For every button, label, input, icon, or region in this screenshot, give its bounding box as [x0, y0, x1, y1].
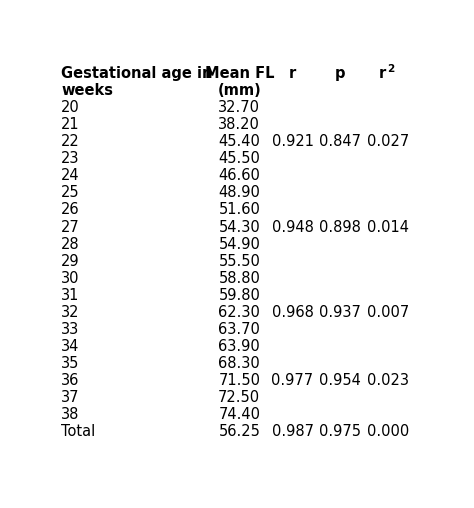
Text: 71.50: 71.50 [218, 373, 260, 388]
Text: 0.987: 0.987 [272, 424, 313, 439]
Text: 0.954: 0.954 [319, 373, 361, 388]
Text: 54.30: 54.30 [219, 219, 260, 235]
Text: 0.007: 0.007 [367, 305, 409, 320]
Text: 20: 20 [61, 100, 80, 115]
Text: 36: 36 [61, 373, 80, 388]
Text: 2: 2 [387, 64, 394, 74]
Text: (mm): (mm) [218, 83, 261, 98]
Text: 51.60: 51.60 [219, 203, 260, 217]
Text: 24: 24 [61, 168, 80, 183]
Text: 32: 32 [61, 305, 80, 320]
Text: 63.90: 63.90 [219, 339, 260, 354]
Text: 0.937: 0.937 [319, 305, 361, 320]
Text: p: p [335, 66, 346, 81]
Text: 34: 34 [61, 339, 80, 354]
Text: 0.977: 0.977 [272, 373, 314, 388]
Text: 37: 37 [61, 390, 80, 405]
Text: 0.014: 0.014 [367, 219, 409, 235]
Text: 0.948: 0.948 [272, 219, 313, 235]
Text: 33: 33 [61, 322, 79, 337]
Text: 56.25: 56.25 [219, 424, 260, 439]
Text: 0.968: 0.968 [272, 305, 313, 320]
Text: 0.027: 0.027 [367, 134, 409, 149]
Text: Gestational age in: Gestational age in [61, 66, 212, 81]
Text: 72.50: 72.50 [218, 390, 260, 405]
Text: 28: 28 [61, 237, 80, 251]
Text: 27: 27 [61, 219, 80, 235]
Text: r: r [379, 66, 386, 81]
Text: 21: 21 [61, 117, 80, 132]
Text: 26: 26 [61, 203, 80, 217]
Text: 29: 29 [61, 253, 80, 269]
Text: 48.90: 48.90 [219, 185, 260, 200]
Text: 22: 22 [61, 134, 80, 149]
Text: 0.898: 0.898 [319, 219, 361, 235]
Text: 54.90: 54.90 [219, 237, 260, 251]
Text: 0.921: 0.921 [272, 134, 313, 149]
Text: 63.70: 63.70 [219, 322, 260, 337]
Text: 23: 23 [61, 151, 80, 166]
Text: 45.40: 45.40 [219, 134, 260, 149]
Text: 30: 30 [61, 271, 80, 285]
Text: 38.20: 38.20 [219, 117, 260, 132]
Text: 68.30: 68.30 [219, 356, 260, 371]
Text: 0.023: 0.023 [367, 373, 409, 388]
Text: 55.50: 55.50 [219, 253, 260, 269]
Text: 58.80: 58.80 [219, 271, 260, 285]
Text: r: r [289, 66, 296, 81]
Text: 59.80: 59.80 [219, 288, 260, 303]
Text: Total: Total [61, 424, 95, 439]
Text: 45.50: 45.50 [219, 151, 260, 166]
Text: 25: 25 [61, 185, 80, 200]
Text: 0.000: 0.000 [367, 424, 409, 439]
Text: 32.70: 32.70 [218, 100, 260, 115]
Text: Mean FL: Mean FL [204, 66, 274, 81]
Text: 0.847: 0.847 [319, 134, 361, 149]
Text: 35: 35 [61, 356, 80, 371]
Text: 46.60: 46.60 [219, 168, 260, 183]
Text: 31: 31 [61, 288, 80, 303]
Text: 0.975: 0.975 [319, 424, 361, 439]
Text: 74.40: 74.40 [218, 407, 260, 422]
Text: weeks: weeks [61, 83, 113, 98]
Text: 38: 38 [61, 407, 80, 422]
Text: 62.30: 62.30 [219, 305, 260, 320]
